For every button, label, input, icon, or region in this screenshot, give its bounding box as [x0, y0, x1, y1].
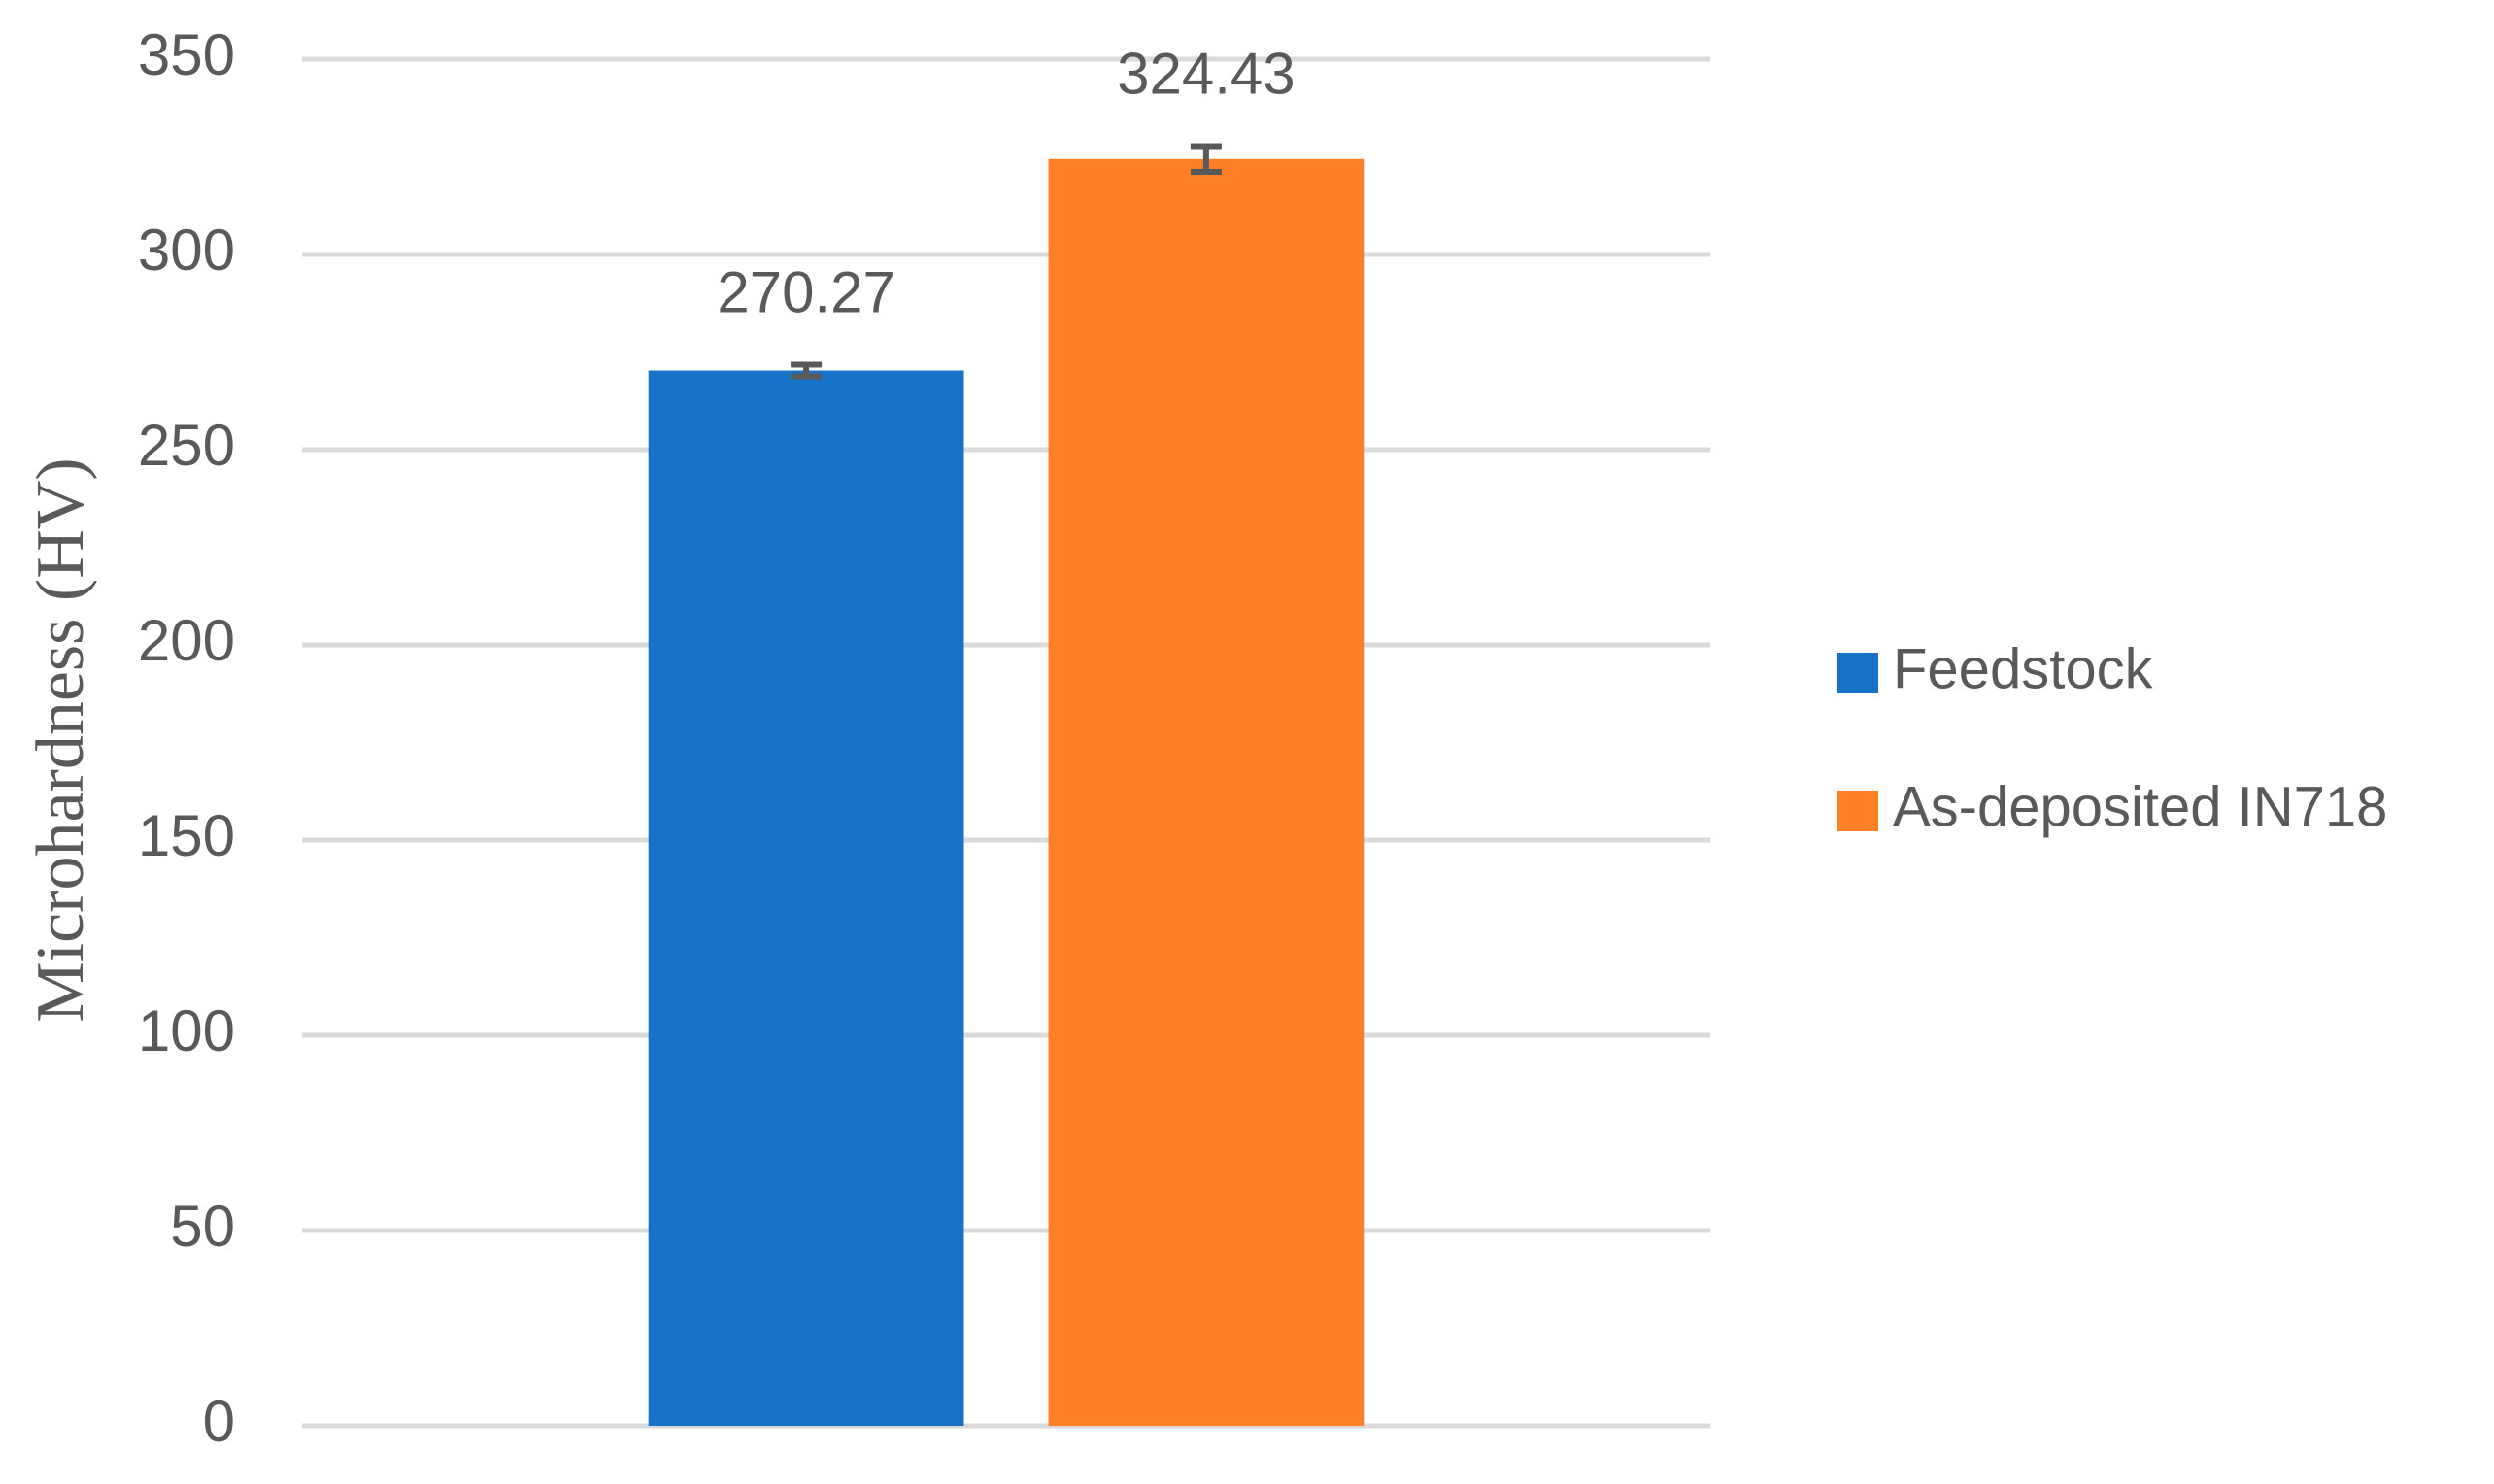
- y-tick-label: 50: [170, 1194, 235, 1259]
- y-tick-label: 100: [138, 998, 235, 1063]
- legend-swatch: [1837, 791, 1878, 831]
- y-tick-label: 350: [138, 22, 235, 87]
- y-tick-label: 250: [138, 413, 235, 478]
- error-bar: [791, 361, 823, 380]
- y-tick-label: 300: [138, 218, 235, 283]
- error-bar: [1190, 143, 1222, 176]
- legend-swatch: [1837, 653, 1878, 693]
- y-tick-label: 200: [138, 608, 235, 673]
- y-axis-title: Microhardness (HV): [23, 457, 98, 1022]
- y-tick-label: 150: [138, 803, 235, 868]
- bar: [1048, 158, 1365, 1427]
- y-tick-label: 0: [203, 1389, 235, 1454]
- data-label: 270.27: [717, 259, 895, 324]
- legend-label: As-deposited IN718: [1893, 775, 2387, 838]
- bar: [648, 370, 964, 1426]
- data-label: 324.43: [1117, 41, 1296, 106]
- legend-label: Feedstock: [1893, 637, 2154, 700]
